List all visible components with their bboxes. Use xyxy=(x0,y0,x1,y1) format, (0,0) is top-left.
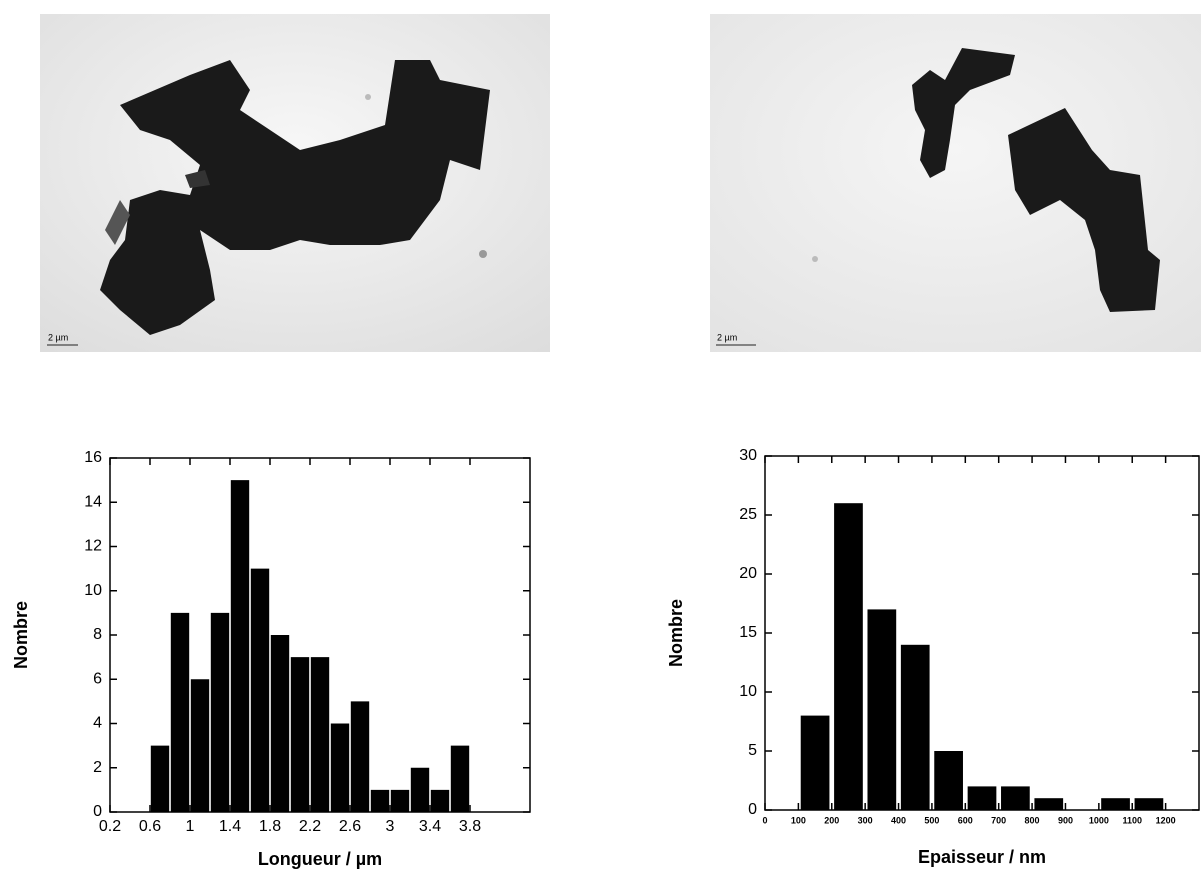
bar xyxy=(370,789,390,812)
y-tick-label: 20 xyxy=(739,565,757,582)
bar xyxy=(1134,798,1164,810)
x-tick-label: 1 xyxy=(186,818,195,835)
bar xyxy=(1001,786,1030,810)
bar xyxy=(290,657,310,812)
y-tick-label: 15 xyxy=(739,624,757,641)
x-tick-label: 500 xyxy=(924,815,939,825)
y-tick-label: 10 xyxy=(84,582,102,599)
bar xyxy=(934,751,963,810)
bar xyxy=(250,568,270,812)
bar xyxy=(390,789,410,812)
x-tick-label: 100 xyxy=(791,815,806,825)
x-tick-label: 900 xyxy=(1058,815,1073,825)
x-axis-title: Epaisseur / nm xyxy=(918,847,1046,867)
x-tick-label: 800 xyxy=(1025,815,1040,825)
x-tick-label: 0.2 xyxy=(99,818,121,835)
x-tick-label: 3.8 xyxy=(459,818,481,835)
y-tick-label: 16 xyxy=(84,449,102,466)
x-tick-label: 1000 xyxy=(1089,815,1109,825)
x-tick-label: 1.8 xyxy=(259,818,281,835)
bar xyxy=(967,786,997,810)
bar xyxy=(270,635,290,812)
bar xyxy=(867,609,897,810)
plot-frame xyxy=(764,455,1200,811)
bar xyxy=(1101,798,1130,810)
bar xyxy=(1034,798,1064,810)
x-tick-label: 3 xyxy=(386,818,395,835)
x-tick-label: 600 xyxy=(958,815,973,825)
tem-image-left xyxy=(40,14,550,352)
bar xyxy=(900,644,930,810)
x-tick-label: 0.6 xyxy=(139,818,161,835)
x-tick-label: 2.2 xyxy=(299,818,321,835)
y-tick-label: 4 xyxy=(93,715,102,732)
bar xyxy=(310,657,330,812)
bar xyxy=(800,715,830,810)
y-tick-label: 6 xyxy=(93,670,102,687)
bar xyxy=(430,789,450,812)
x-tick-label: 1.4 xyxy=(219,818,241,835)
x-tick-label: 1100 xyxy=(1122,815,1142,825)
bar xyxy=(170,612,190,812)
y-tick-label: 12 xyxy=(84,538,102,555)
bar xyxy=(330,723,350,812)
y-tick-label: 25 xyxy=(739,506,757,523)
x-tick-label: 300 xyxy=(858,815,873,825)
bar xyxy=(210,612,230,812)
bar xyxy=(150,745,170,812)
x-axis-title: Longueur / µm xyxy=(258,849,382,869)
x-tick-label: 400 xyxy=(891,815,906,825)
x-tick-label: 2.6 xyxy=(339,818,361,835)
y-tick-label: 2 xyxy=(93,759,102,776)
x-tick-label: 3.4 xyxy=(419,818,441,835)
y-tick-label: 0 xyxy=(748,801,757,818)
bar xyxy=(230,480,250,812)
y-tick-label: 10 xyxy=(739,683,757,700)
y-tick-label: 30 xyxy=(739,447,757,464)
scale-bar-label: 2 µm xyxy=(717,332,737,342)
x-tick-label: 1200 xyxy=(1156,815,1176,825)
scale-bar-label: 2 µm xyxy=(48,332,68,342)
bar xyxy=(834,503,863,810)
bar xyxy=(450,745,470,812)
tem-image-right xyxy=(710,14,1201,352)
bar xyxy=(410,767,430,812)
y-tick-label: 0 xyxy=(93,803,102,820)
y-axis-title: Nombre xyxy=(666,599,686,667)
y-tick-label: 14 xyxy=(84,493,102,510)
y-tick-label: 8 xyxy=(93,626,102,643)
y-axis-title: Nombre xyxy=(11,601,31,669)
x-tick-label: 200 xyxy=(824,815,839,825)
x-tick-label: 700 xyxy=(991,815,1006,825)
y-tick-label: 5 xyxy=(748,742,757,759)
x-tick-label: 0 xyxy=(762,815,767,825)
bar xyxy=(350,701,370,812)
bar xyxy=(190,679,210,812)
